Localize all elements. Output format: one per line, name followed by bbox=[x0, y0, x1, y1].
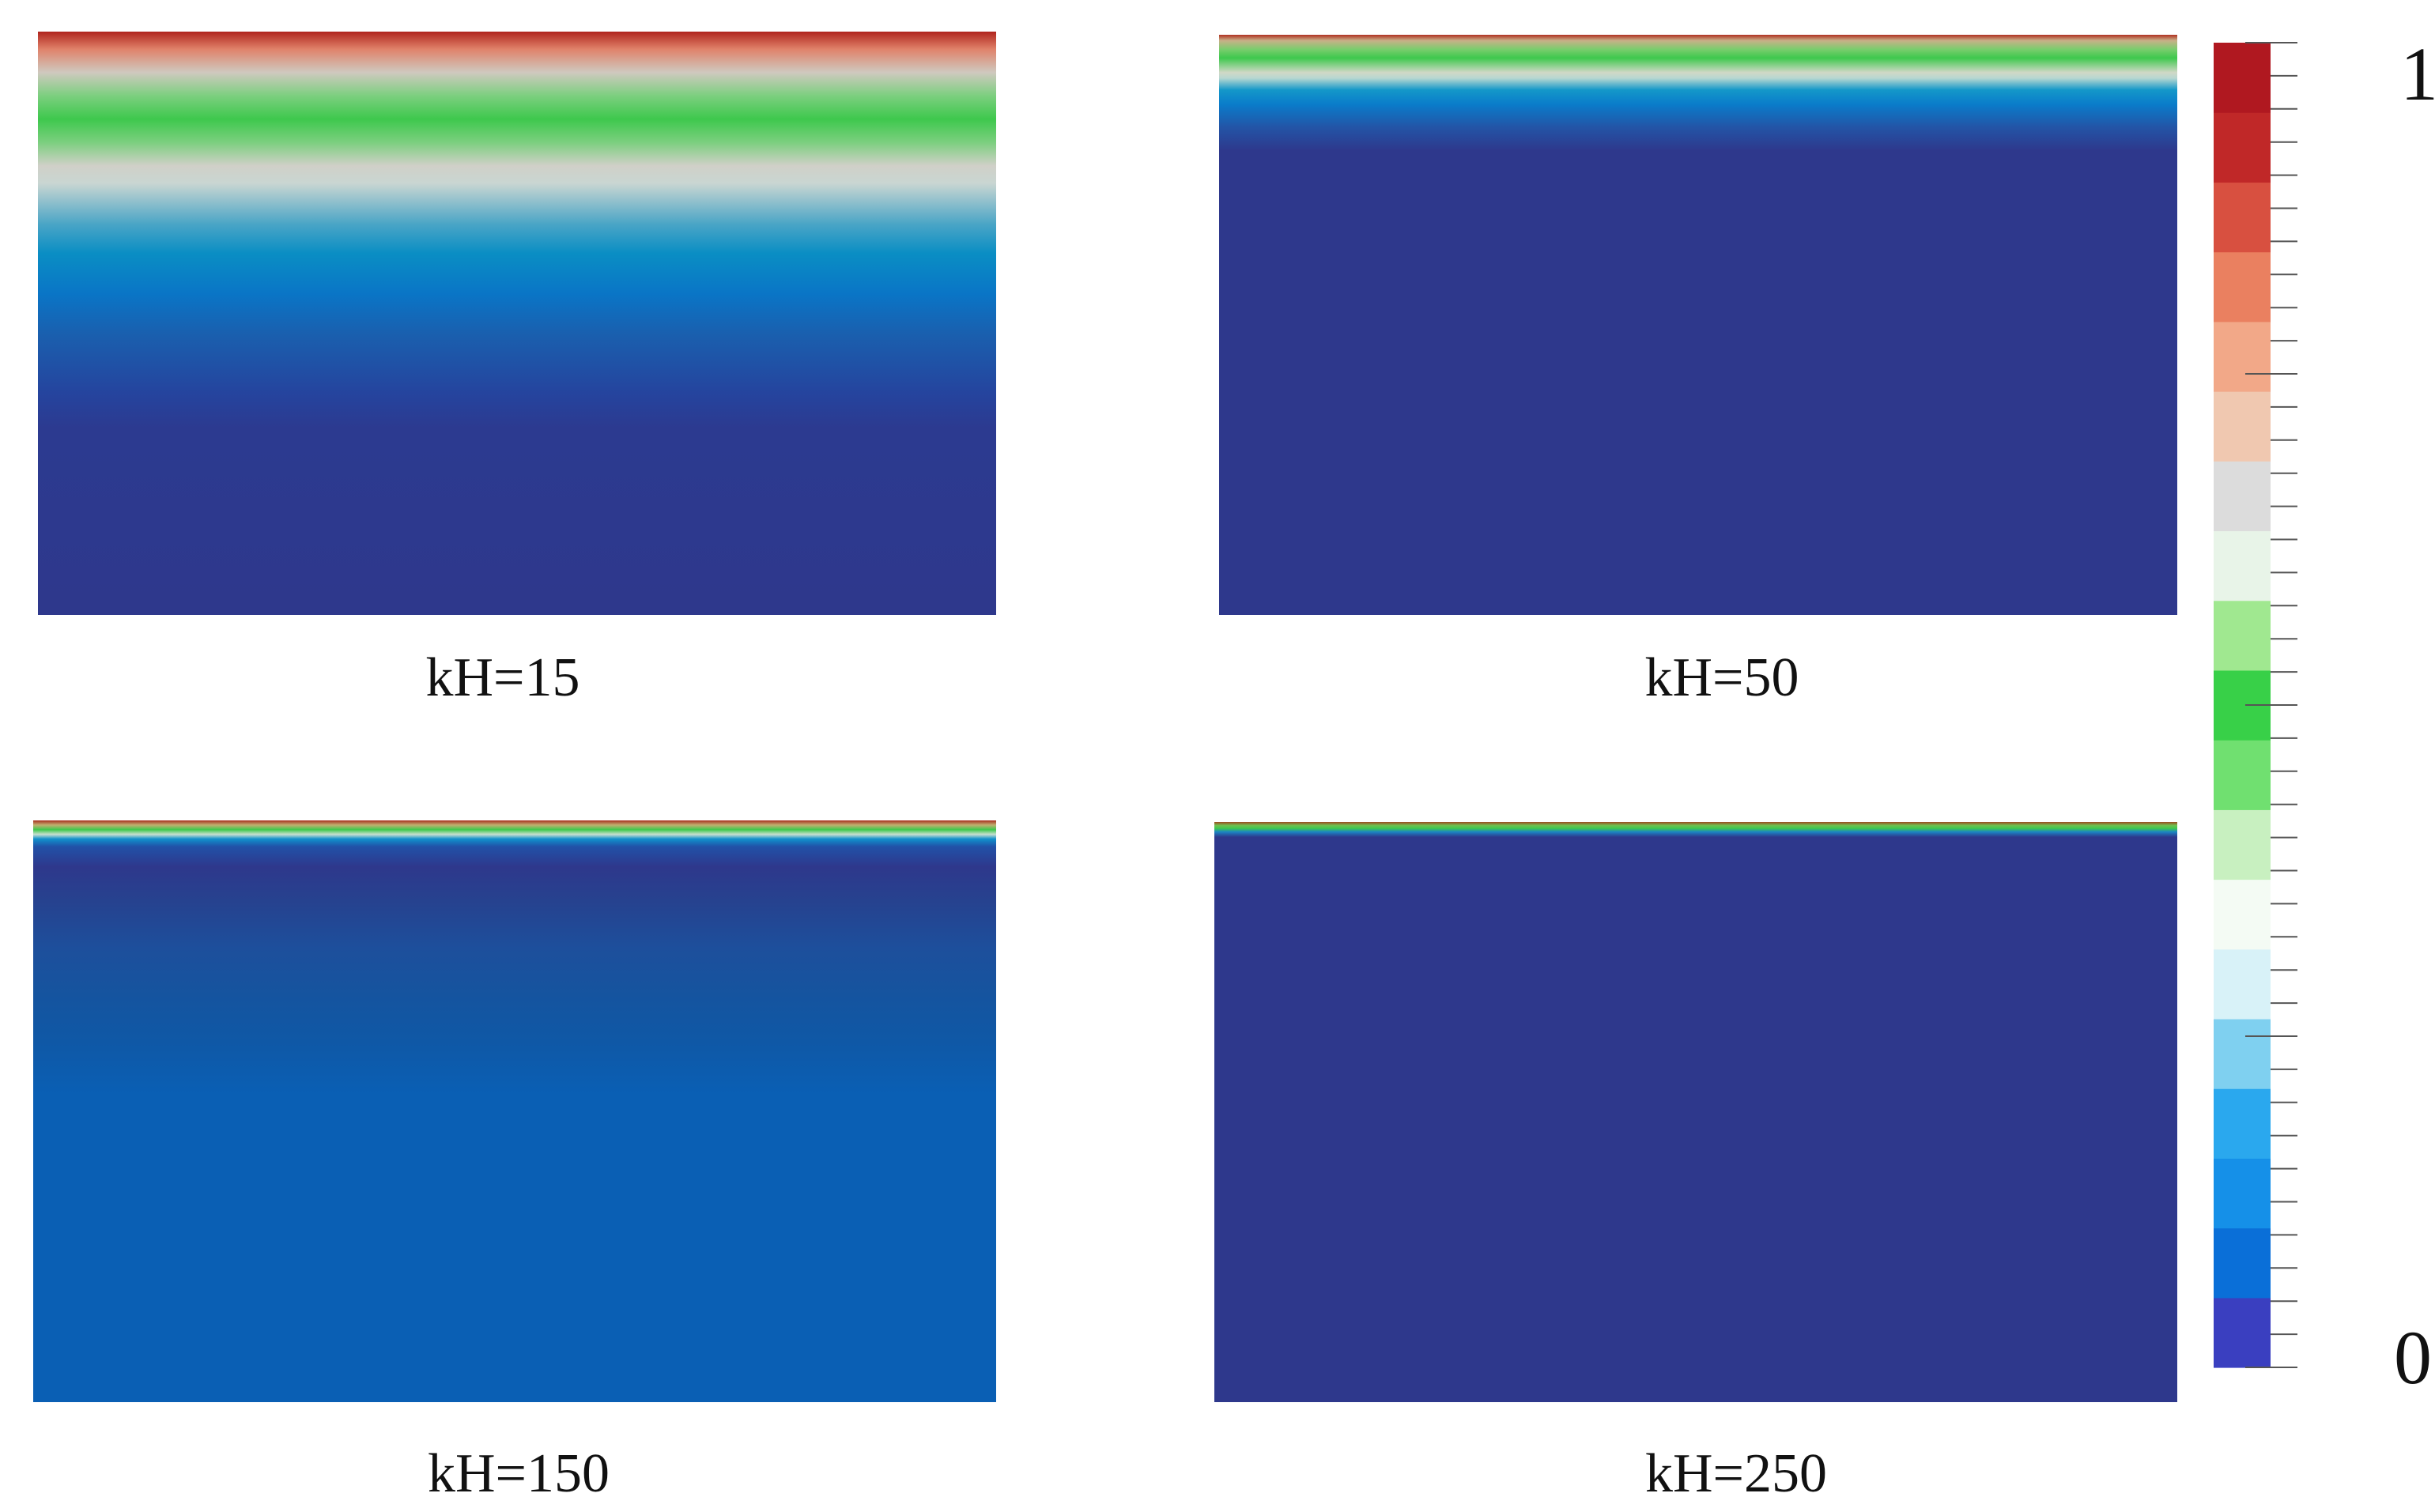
colorbar-block bbox=[2214, 321, 2271, 392]
colorbar-block bbox=[2214, 948, 2271, 1020]
heatmap-panel-kh50 bbox=[1219, 35, 2177, 615]
caption-kh250: kH=250 bbox=[1644, 1443, 1828, 1504]
colorbar-block bbox=[2214, 740, 2271, 810]
colorbar-ticks bbox=[2245, 42, 2297, 1368]
colorbar-block bbox=[2214, 1088, 2271, 1159]
heatmap-panel-kh150 bbox=[33, 820, 996, 1402]
caption-kh15: kH=15 bbox=[425, 647, 580, 708]
colorbar-block bbox=[2214, 1297, 2271, 1368]
colorbar-block bbox=[2214, 1227, 2271, 1299]
colorbar-block bbox=[2214, 43, 2271, 113]
colorbar-block bbox=[2214, 530, 2271, 601]
heatmap-panel-kh15 bbox=[38, 32, 996, 615]
heatmap-panel-kh250 bbox=[1214, 822, 2177, 1402]
caption-kh50: kH=50 bbox=[1644, 647, 1799, 708]
colorbar-blocks bbox=[2214, 43, 2271, 1368]
colorbar-block bbox=[2214, 1158, 2271, 1229]
colorbar-block bbox=[2214, 1018, 2271, 1089]
colorbar-block bbox=[2214, 461, 2271, 532]
colorbar-max-label: 1 bbox=[2400, 32, 2435, 116]
colorbar-block bbox=[2214, 112, 2271, 183]
colorbar bbox=[2214, 42, 2297, 1368]
colorbar-block bbox=[2214, 251, 2271, 322]
colorbar-block bbox=[2214, 391, 2271, 462]
colorbar-block bbox=[2214, 182, 2271, 253]
colorbar-block bbox=[2214, 879, 2271, 950]
colorbar-block bbox=[2214, 600, 2271, 671]
caption-kh150: kH=150 bbox=[427, 1443, 610, 1504]
colorbar-min-label: 0 bbox=[2394, 1315, 2432, 1400]
colorbar-block bbox=[2214, 809, 2271, 880]
